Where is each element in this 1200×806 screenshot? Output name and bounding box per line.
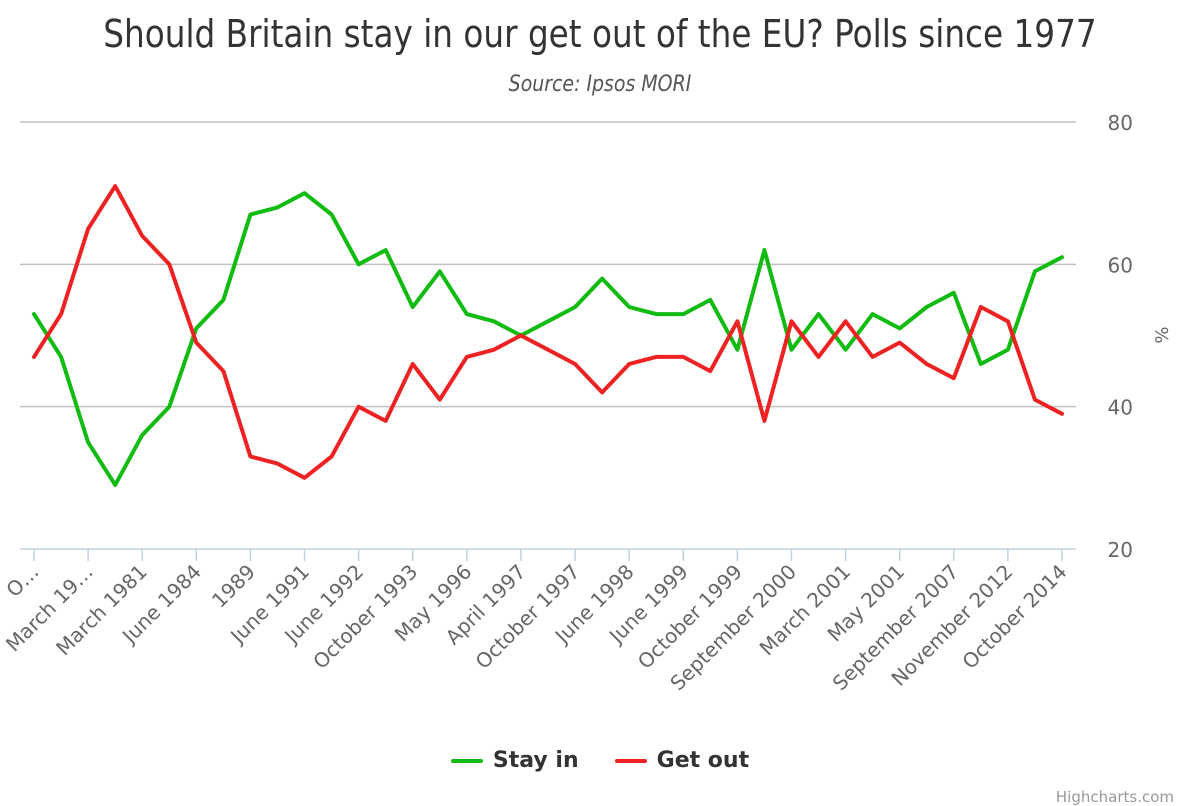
legend-swatch-stay-in [450, 758, 483, 763]
legend-item-stay-in[interactable]: Stay in [450, 748, 579, 773]
y-tick-label: 60 [1108, 253, 1133, 277]
y-tick-label: 40 [1108, 396, 1133, 420]
legend-label-stay-in: Stay in [492, 748, 579, 773]
series-line-stay-in[interactable] [32, 191, 1064, 487]
y-tick-label: 20 [1108, 538, 1133, 562]
credits-link[interactable]: Highcharts.com [1055, 788, 1174, 806]
legend-label-get-out: Get out [656, 748, 750, 773]
y-axis: 20 40 60 80 [1108, 111, 1133, 562]
y-tick-label: 80 [1108, 111, 1133, 135]
chart-title: Should Britain stay in our get out of th… [103, 12, 1097, 56]
legend-swatch-get-out [614, 758, 647, 763]
grid-lines [20, 121, 1076, 550]
series-layer [32, 184, 1064, 487]
legend: Stay in Get out [0, 748, 1200, 773]
y-axis-title: % [1152, 326, 1173, 343]
legend-item-get-out[interactable]: Get out [614, 748, 750, 773]
chart-subtitle: Source: Ipsos MORI [508, 72, 692, 97]
series-line-get-out[interactable] [32, 184, 1064, 480]
x-tick-label: O… [1, 560, 43, 602]
